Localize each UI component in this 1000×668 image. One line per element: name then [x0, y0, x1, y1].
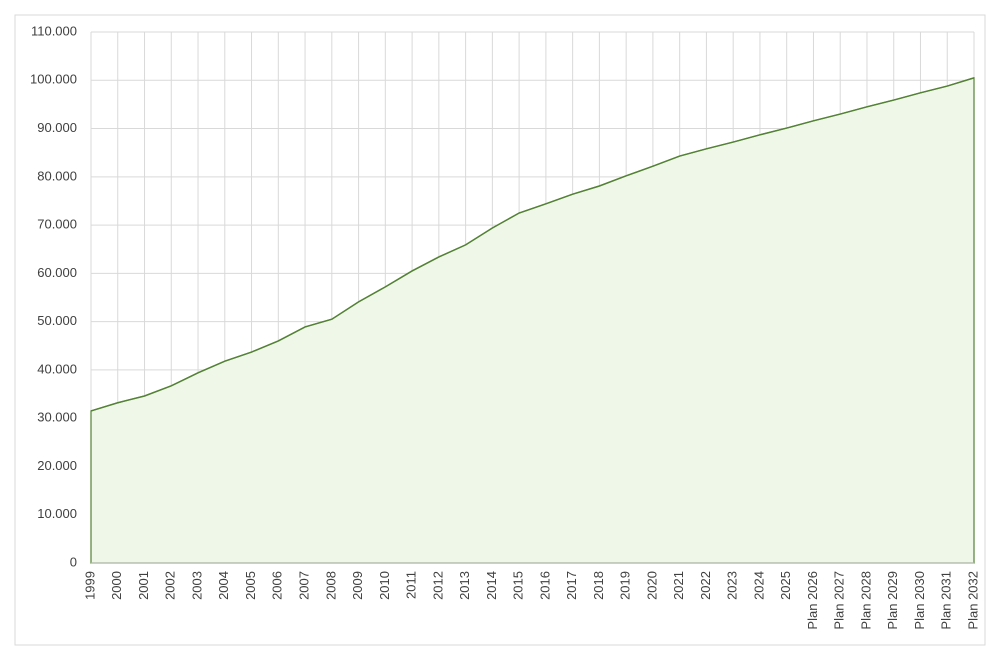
y-tick-label: 40.000	[37, 361, 77, 376]
x-tick-label: 2017	[564, 571, 579, 600]
y-tick-label: 10.000	[37, 506, 77, 521]
x-tick-label: 2005	[243, 571, 258, 600]
y-tick-label: 90.000	[37, 120, 77, 135]
y-tick-label: 70.000	[37, 217, 77, 232]
y-tick-label: 20.000	[37, 458, 77, 473]
y-tick-label: 50.000	[37, 313, 77, 328]
x-tick-label: 2008	[323, 571, 338, 600]
x-tick-label: 2004	[216, 571, 231, 600]
x-tick-label: 1999	[82, 571, 97, 600]
x-tick-label: 2022	[698, 571, 713, 600]
x-tick-label: 2007	[296, 571, 311, 600]
x-tick-label: Plan 2027	[832, 571, 847, 630]
x-tick-label: 2006	[270, 571, 285, 600]
x-tick-label: 2021	[671, 571, 686, 600]
x-tick-label: Plan 2029	[885, 571, 900, 630]
x-tick-label: 2000	[109, 571, 124, 600]
x-tick-label: 2013	[457, 571, 472, 600]
area-line	[90, 77, 975, 412]
x-tick-label: 2010	[377, 571, 392, 600]
y-tick-label: 110.000	[31, 23, 77, 38]
y-tick-label: 30.000	[37, 410, 77, 425]
y-tick-label: 80.000	[37, 168, 77, 183]
x-tick-label: 2025	[778, 571, 793, 600]
x-tick-label: Plan 2028	[858, 571, 873, 630]
x-tick-label: Plan 2032	[965, 571, 980, 630]
x-tick-label: 2009	[350, 571, 365, 600]
x-tick-label: 2016	[537, 571, 552, 600]
x-tick-label: 2018	[591, 571, 606, 600]
x-tick-label: 2012	[430, 571, 445, 600]
x-tick-label: 2014	[484, 571, 499, 600]
x-tick-label: 2020	[644, 571, 659, 600]
x-tick-label: 2003	[189, 571, 204, 600]
x-tick-label: 2001	[136, 571, 151, 600]
y-tick-label: 60.000	[37, 265, 77, 280]
x-tick-label: 2024	[751, 571, 766, 600]
y-tick-label: 100.000	[30, 72, 77, 87]
x-tick-label: 2019	[618, 571, 633, 600]
x-tick-label: 2023	[725, 571, 740, 600]
x-tick-label: 2011	[404, 571, 419, 599]
x-tick-label: Plan 2026	[805, 571, 820, 630]
x-tick-label: Plan 2030	[912, 571, 927, 630]
x-tick-label: Plan 2031	[939, 571, 954, 630]
x-tick-label: 2002	[163, 571, 178, 600]
y-tick-label: 0	[70, 554, 77, 569]
x-tick-label: 2015	[511, 571, 526, 600]
